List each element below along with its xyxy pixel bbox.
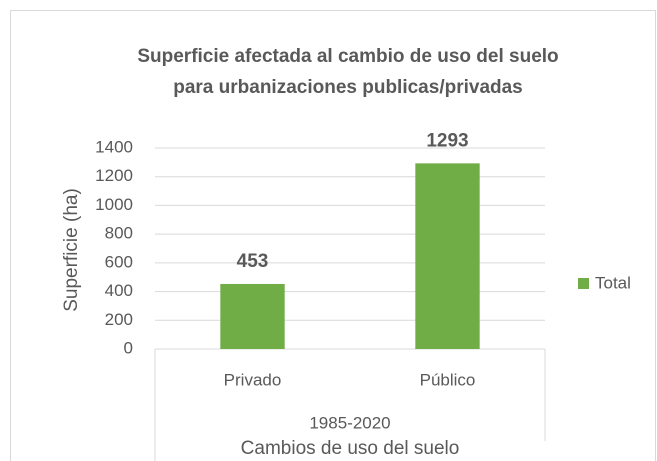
y-tick-label: 600 <box>105 252 133 271</box>
bar <box>220 283 285 349</box>
y-tick-label: 200 <box>105 310 133 329</box>
data-label: 453 <box>237 251 269 272</box>
chart-border <box>10 10 656 461</box>
legend-swatch <box>578 278 589 289</box>
x-tick-label: Público <box>420 370 476 389</box>
y-tick-label: 0 <box>124 338 133 357</box>
chart-title: Superficie afectada al cambio de uso del… <box>137 46 558 67</box>
y-tick-label: 400 <box>105 281 133 300</box>
legend-label: Total <box>595 273 631 292</box>
data-label: 1293 <box>426 130 468 151</box>
category-group-label: 1985-2020 <box>309 413 390 432</box>
y-tick-label: 800 <box>105 224 133 243</box>
x-tick-label: Privado <box>224 370 282 389</box>
y-tick-label: 1000 <box>95 195 133 214</box>
bar <box>415 163 480 349</box>
x-axis-label: Cambios de uso del suelo <box>241 438 460 459</box>
y-tick-label: 1200 <box>95 166 133 185</box>
y-tick-label: 1400 <box>95 137 133 156</box>
chart-title: para urbanizaciones publicas/privadas <box>173 77 523 98</box>
y-axis-label: Superficie (ha) <box>61 188 82 312</box>
